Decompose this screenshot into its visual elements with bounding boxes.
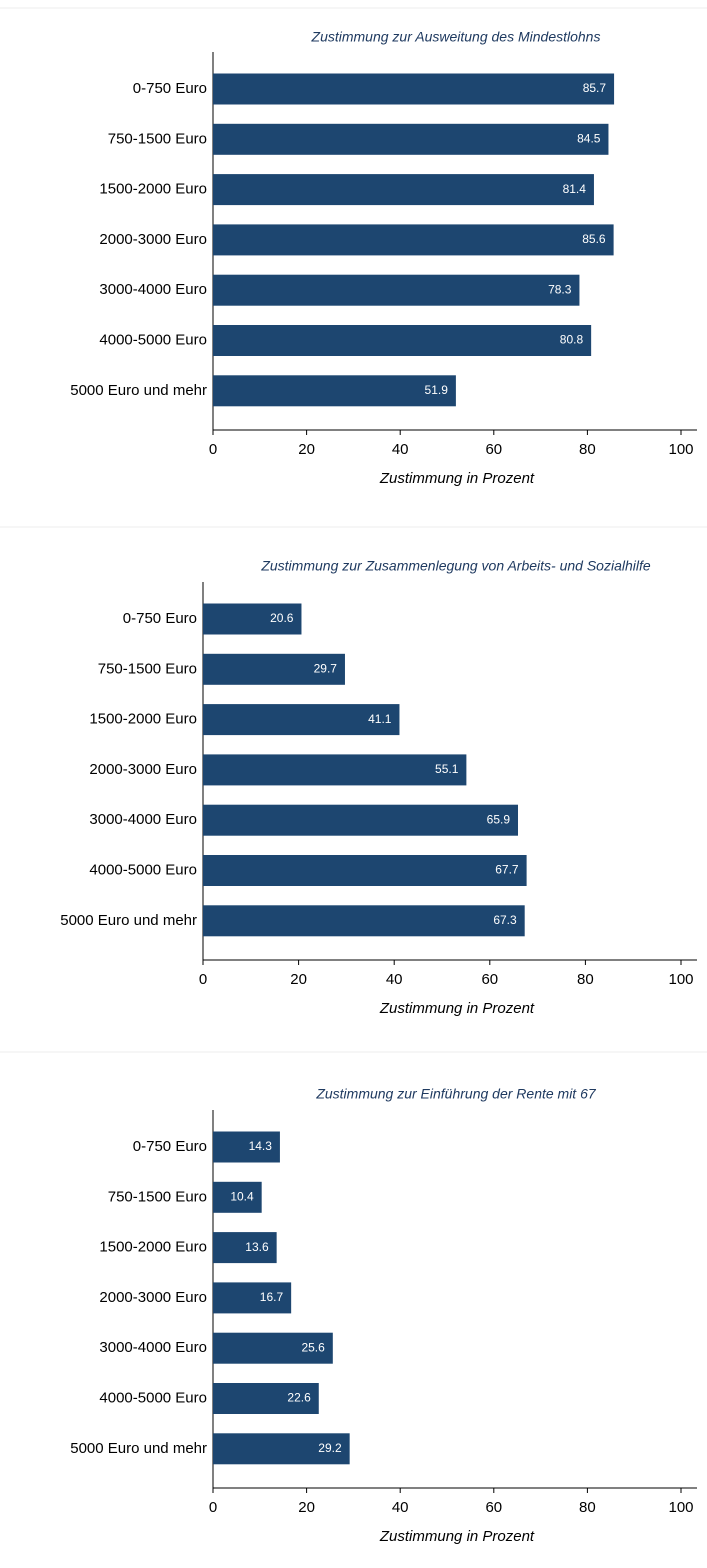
x-tick-label: 0 bbox=[199, 971, 207, 988]
bar bbox=[203, 653, 345, 685]
x-axis-label: Zustimmung in Prozent bbox=[379, 1000, 535, 1017]
value-label: 14.3 bbox=[249, 1139, 273, 1153]
value-label: 65.9 bbox=[487, 812, 511, 826]
y-tick-label: 0-750 Euro bbox=[133, 1138, 207, 1155]
x-tick-label: 100 bbox=[668, 441, 693, 458]
bar bbox=[213, 123, 609, 155]
y-tick-label: 4000-5000 Euro bbox=[99, 331, 207, 348]
x-tick-label: 20 bbox=[290, 971, 307, 988]
x-tick-label: 20 bbox=[298, 441, 315, 458]
bar bbox=[213, 1131, 280, 1163]
x-tick-label: 60 bbox=[485, 1499, 502, 1516]
value-label: 41.1 bbox=[368, 712, 392, 726]
chart-title: Zustimmung zur Einführung der Rente mit … bbox=[315, 1086, 597, 1102]
bar bbox=[213, 375, 456, 407]
value-label: 29.7 bbox=[314, 661, 338, 675]
y-tick-label: 1500-2000 Euro bbox=[99, 1239, 207, 1256]
y-tick-label: 2000-3000 Euro bbox=[99, 231, 207, 248]
bar bbox=[213, 1232, 277, 1264]
value-label: 51.9 bbox=[425, 383, 449, 397]
x-tick-label: 0 bbox=[209, 441, 217, 458]
y-tick-label: 0-750 Euro bbox=[123, 610, 197, 627]
bar bbox=[203, 905, 525, 937]
bar bbox=[213, 1332, 333, 1364]
y-tick-label: 4000-5000 Euro bbox=[89, 861, 197, 878]
x-tick-label: 100 bbox=[668, 1499, 693, 1516]
bar bbox=[213, 1181, 262, 1213]
y-tick-label: 0-750 Euro bbox=[133, 80, 207, 97]
y-tick-label: 750-1500 Euro bbox=[98, 660, 197, 677]
x-tick-label: 80 bbox=[579, 1499, 596, 1516]
x-tick-label: 20 bbox=[298, 1499, 315, 1516]
x-tick-label: 60 bbox=[481, 971, 498, 988]
value-label: 84.5 bbox=[577, 131, 601, 145]
x-axis-label: Zustimmung in Prozent bbox=[379, 470, 535, 487]
chart-title: Zustimmung zur Zusammenlegung von Arbeit… bbox=[260, 558, 651, 574]
bar bbox=[213, 274, 580, 306]
bar bbox=[203, 603, 302, 635]
bar bbox=[213, 224, 614, 256]
value-label: 13.6 bbox=[245, 1240, 269, 1254]
value-label: 25.6 bbox=[301, 1340, 325, 1354]
y-tick-label: 1500-2000 Euro bbox=[99, 181, 207, 198]
bar bbox=[203, 855, 527, 886]
x-tick-label: 80 bbox=[579, 441, 596, 458]
value-label: 67.7 bbox=[495, 863, 519, 877]
value-label: 67.3 bbox=[493, 913, 517, 927]
bar bbox=[213, 1433, 350, 1465]
x-tick-label: 0 bbox=[209, 1499, 217, 1516]
y-tick-label: 4000-5000 Euro bbox=[99, 1389, 207, 1406]
y-tick-label: 3000-4000 Euro bbox=[99, 281, 207, 298]
value-label: 55.1 bbox=[435, 762, 459, 776]
bar bbox=[213, 174, 594, 206]
y-tick-label: 2000-3000 Euro bbox=[89, 761, 197, 778]
x-tick-label: 40 bbox=[392, 1499, 409, 1516]
x-tick-label: 60 bbox=[485, 441, 502, 458]
y-tick-label: 5000 Euro und mehr bbox=[60, 912, 197, 929]
y-tick-label: 2000-3000 Euro bbox=[99, 1289, 207, 1306]
value-label: 81.4 bbox=[563, 182, 587, 196]
bar bbox=[203, 704, 400, 736]
bar bbox=[203, 754, 467, 786]
value-label: 29.2 bbox=[318, 1441, 342, 1455]
chart-title: Zustimmung zur Ausweitung des Mindestloh… bbox=[311, 29, 601, 45]
bar bbox=[213, 1282, 292, 1314]
x-tick-label: 40 bbox=[392, 441, 409, 458]
value-label: 85.7 bbox=[583, 81, 607, 95]
x-axis-label: Zustimmung in Prozent bbox=[379, 1528, 535, 1545]
y-tick-label: 750-1500 Euro bbox=[108, 1188, 207, 1205]
value-label: 10.4 bbox=[230, 1189, 254, 1203]
value-label: 80.8 bbox=[560, 333, 584, 347]
y-tick-label: 1500-2000 Euro bbox=[89, 711, 197, 728]
y-tick-label: 5000 Euro und mehr bbox=[70, 382, 207, 399]
value-label: 20.6 bbox=[270, 611, 294, 625]
value-label: 22.6 bbox=[287, 1391, 311, 1405]
y-tick-label: 3000-4000 Euro bbox=[89, 811, 197, 828]
bar bbox=[213, 325, 592, 356]
value-label: 78.3 bbox=[548, 282, 572, 296]
bar bbox=[213, 73, 615, 105]
bar bbox=[213, 1383, 319, 1414]
x-tick-label: 100 bbox=[668, 971, 693, 988]
y-tick-label: 750-1500 Euro bbox=[108, 130, 207, 147]
y-tick-label: 3000-4000 Euro bbox=[99, 1339, 207, 1356]
value-label: 85.6 bbox=[582, 232, 606, 246]
y-tick-label: 5000 Euro und mehr bbox=[70, 1440, 207, 1457]
value-label: 16.7 bbox=[260, 1290, 284, 1304]
x-tick-label: 40 bbox=[386, 971, 403, 988]
bar bbox=[203, 804, 519, 836]
x-tick-label: 80 bbox=[577, 971, 594, 988]
